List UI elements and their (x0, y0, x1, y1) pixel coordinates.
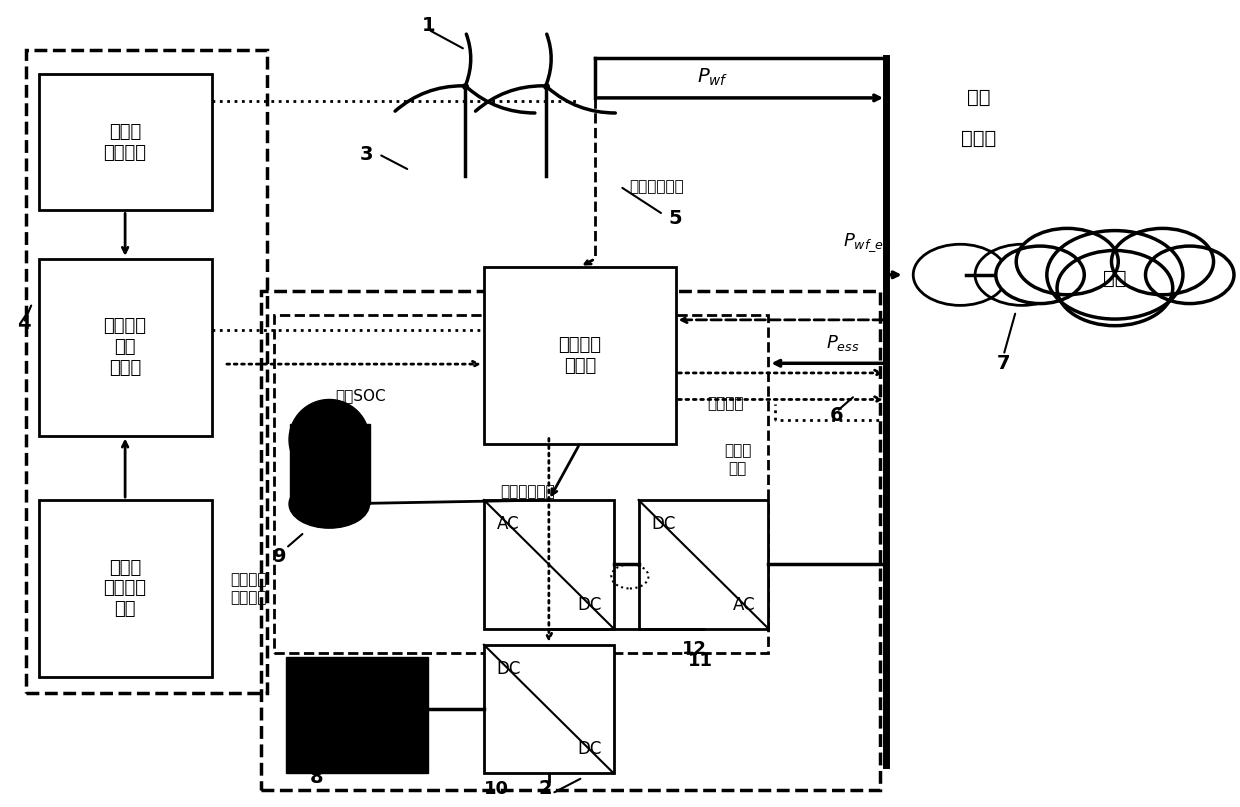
Text: AC: AC (733, 596, 755, 613)
Text: 6: 6 (830, 406, 843, 425)
Text: 风电实时功率: 风电实时功率 (630, 179, 684, 194)
Ellipse shape (289, 480, 370, 528)
Text: 蓄电池
功率: 蓄电池 功率 (724, 444, 751, 476)
Text: DC: DC (577, 740, 601, 759)
Text: 4: 4 (17, 314, 31, 332)
Bar (262, 291, 880, 789)
Bar (639, 500, 769, 629)
Text: DC: DC (651, 515, 676, 533)
Text: $P_{wf\_es}$: $P_{wf\_es}$ (843, 232, 892, 254)
Text: 飞轮功率指令: 飞轮功率指令 (500, 484, 554, 500)
Bar (38, 500, 212, 677)
Bar (38, 73, 212, 211)
Text: 3: 3 (360, 144, 373, 164)
Text: 8: 8 (310, 768, 324, 787)
Bar (38, 259, 212, 436)
Bar (286, 657, 428, 773)
Bar (484, 267, 676, 444)
Text: 2: 2 (539, 779, 553, 797)
Circle shape (1111, 228, 1214, 295)
Bar (484, 645, 614, 773)
Bar (484, 500, 614, 629)
Circle shape (1017, 228, 1118, 295)
Text: 风电场
发电计划: 风电场 发电计划 (104, 123, 146, 161)
Circle shape (1056, 250, 1173, 326)
Text: 5: 5 (668, 209, 682, 228)
Bar (26, 50, 268, 693)
Text: $P_{ess}$: $P_{ess}$ (826, 333, 859, 353)
Text: 7: 7 (997, 353, 1011, 373)
Text: 10: 10 (484, 780, 508, 797)
Text: DC: DC (577, 596, 601, 613)
Text: 联接点: 联接点 (961, 128, 997, 148)
Text: 1: 1 (422, 16, 435, 35)
Text: DC: DC (496, 660, 521, 678)
Text: 12: 12 (682, 640, 707, 658)
Text: $P_{wf}$: $P_{wf}$ (697, 67, 729, 89)
Text: AC: AC (497, 515, 520, 533)
Circle shape (996, 246, 1084, 303)
Text: 9: 9 (273, 547, 286, 566)
Text: 11: 11 (688, 652, 713, 670)
Text: 电池储能
功率指令: 电池储能 功率指令 (231, 572, 267, 604)
Text: 飞轮SOC: 飞轮SOC (335, 388, 386, 403)
Bar (274, 315, 769, 653)
Text: 超短期
风电功率
预测: 超短期 风电功率 预测 (104, 558, 146, 618)
Text: 飞轮储能
控制器: 飞轮储能 控制器 (558, 336, 601, 374)
Text: 电网: 电网 (1104, 270, 1127, 288)
Text: 公共: 公共 (967, 89, 991, 107)
Circle shape (1146, 246, 1234, 303)
Circle shape (1047, 231, 1183, 319)
Bar (290, 424, 370, 504)
Text: 电池储能
优化
控制器: 电池储能 优化 控制器 (104, 317, 146, 377)
Text: 联合功率: 联合功率 (707, 396, 744, 411)
Ellipse shape (289, 399, 370, 480)
